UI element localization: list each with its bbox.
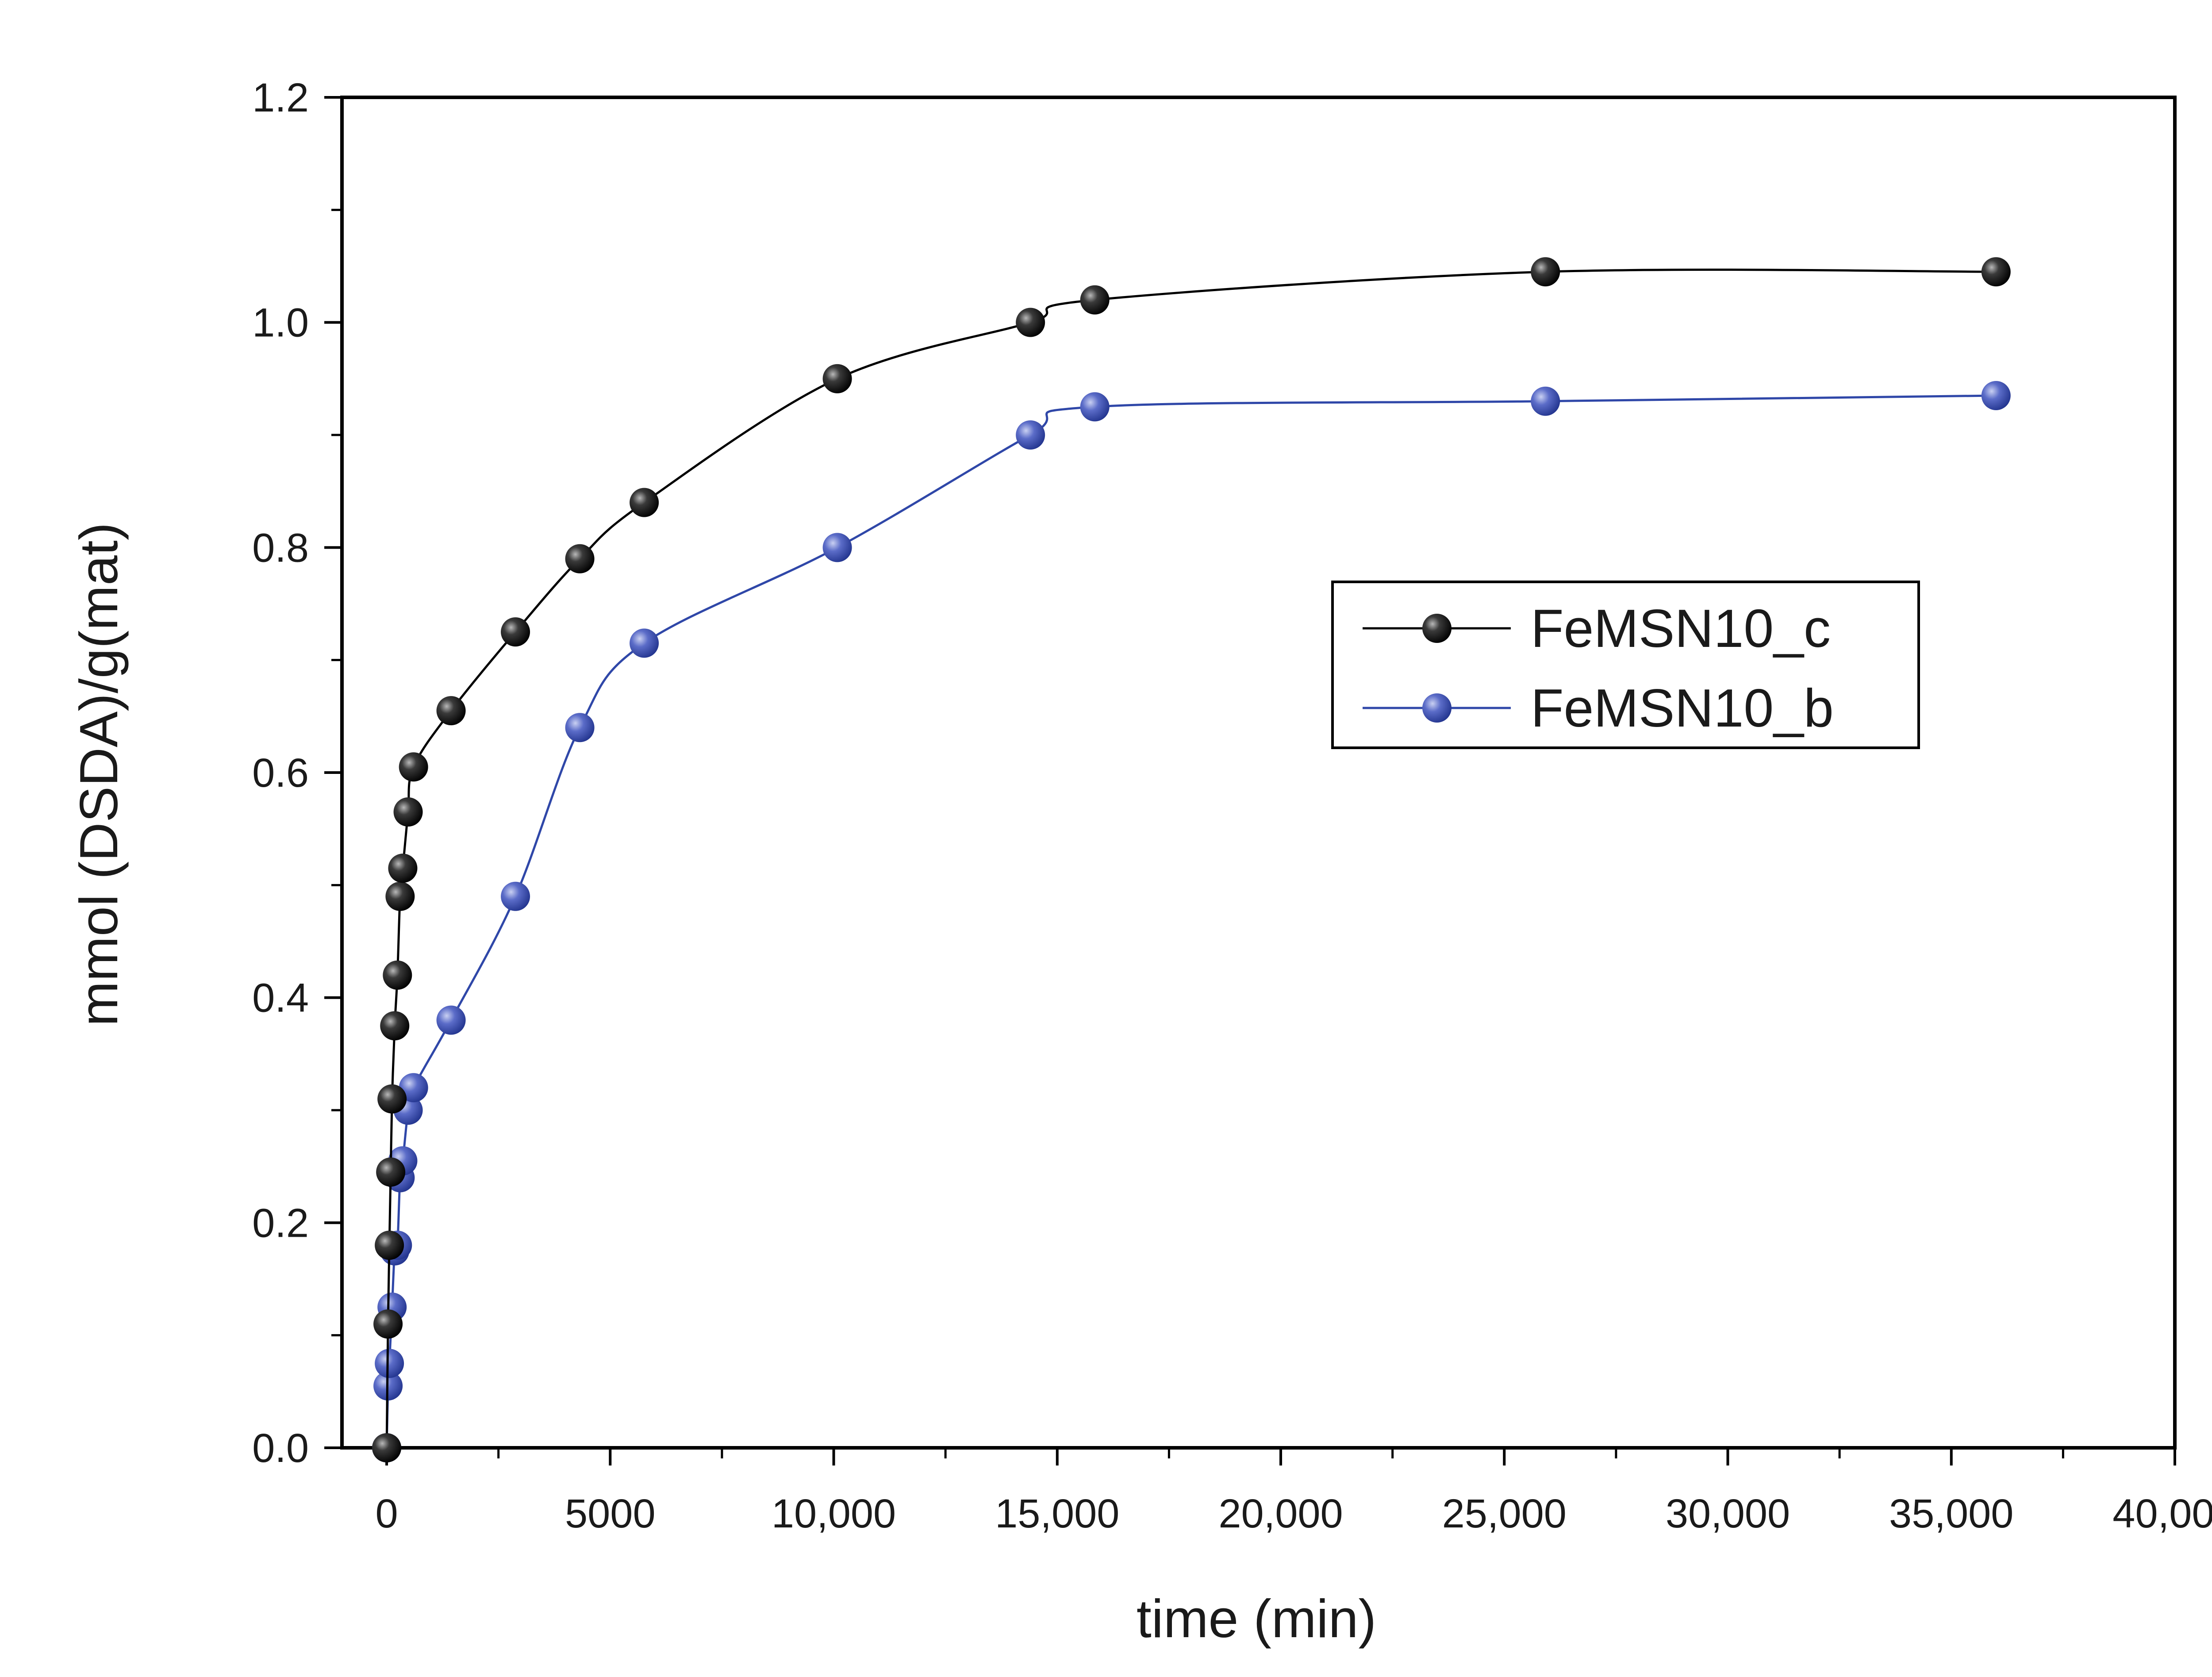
- x-tick-label: 30,000: [1666, 1491, 1790, 1536]
- series-femsn10-c: [372, 257, 2011, 1462]
- series-line: [385, 269, 1996, 1448]
- data-point: [436, 696, 466, 726]
- data-point: [383, 960, 412, 990]
- data-point: [1981, 257, 2011, 287]
- y-tick-label: 1.0: [252, 300, 309, 346]
- y-tick-label: 0.4: [252, 976, 309, 1021]
- legend-label-femsn10-c: FeMSN10_c: [1531, 598, 1831, 658]
- data-point: [376, 1157, 406, 1187]
- data-point: [1016, 308, 1045, 337]
- y-tick-label: 0.8: [252, 525, 309, 570]
- x-tick-label: 20,000: [1218, 1491, 1343, 1536]
- x-tick-label: 0: [375, 1491, 398, 1536]
- x-axis-ticks: [385, 1448, 2176, 1465]
- data-point: [380, 1011, 410, 1041]
- data-point: [377, 1084, 407, 1114]
- legend-marker-femsn10-b: [1422, 693, 1452, 723]
- y-tick-label: 0.6: [252, 750, 309, 796]
- x-tick-label: 25,000: [1442, 1491, 1567, 1536]
- data-point: [630, 488, 659, 517]
- y-axis-title: mmol (DSDA)/g(mat): [69, 523, 129, 1027]
- data-point: [388, 854, 418, 883]
- data-point: [385, 881, 415, 911]
- x-axis-title: time (min): [1137, 1589, 1376, 1649]
- data-point: [399, 1073, 428, 1103]
- data-point: [501, 617, 530, 647]
- data-point: [1080, 285, 1110, 315]
- data-point: [1981, 381, 2011, 410]
- data-point: [375, 1231, 404, 1260]
- series-layer: [372, 257, 2011, 1462]
- legend-marker-femsn10-c: [1422, 614, 1452, 643]
- data-point: [1016, 420, 1045, 450]
- data-point: [630, 628, 659, 658]
- data-point: [822, 533, 852, 562]
- y-axis-tick-labels: 0.0 0.2 0.4 0.6 0.8 1.0 1.2: [252, 75, 309, 1471]
- data-point: [565, 713, 595, 742]
- data-point: [372, 1433, 402, 1462]
- data-point: [375, 1349, 404, 1378]
- data-point: [1531, 386, 1560, 416]
- data-point: [436, 1005, 466, 1035]
- data-point: [393, 797, 423, 827]
- legend: FeMSN10_c FeMSN10_b: [1331, 581, 1920, 749]
- data-point: [501, 881, 530, 911]
- series-femsn10-b: [372, 381, 2011, 1462]
- legend-label-femsn10-b: FeMSN10_b: [1531, 678, 1834, 738]
- x-tick-label: 15,000: [995, 1491, 1119, 1536]
- x-tick-label: 40,000: [2112, 1491, 2212, 1536]
- data-point: [1531, 257, 1560, 287]
- data-point: [399, 752, 428, 782]
- y-axis-ticks: [324, 96, 342, 1449]
- y-tick-label: 1.2: [252, 75, 309, 120]
- data-point: [373, 1309, 403, 1339]
- data-point: [822, 364, 852, 393]
- data-point: [565, 544, 595, 573]
- y-tick-label: 0.0: [252, 1426, 309, 1471]
- plot-frame: [340, 96, 2177, 1450]
- y-tick-label: 0.2: [252, 1200, 309, 1246]
- x-tick-label: 10,000: [772, 1491, 896, 1536]
- x-tick-label: 5000: [565, 1491, 656, 1536]
- series-line: [385, 394, 1996, 1448]
- x-tick-label: 35,000: [1889, 1491, 2013, 1536]
- data-point: [1080, 392, 1110, 422]
- x-axis-tick-labels: 0 5000 10,000 15,000 20,000 25,000 30,000 35,00…: [375, 1491, 2212, 1536]
